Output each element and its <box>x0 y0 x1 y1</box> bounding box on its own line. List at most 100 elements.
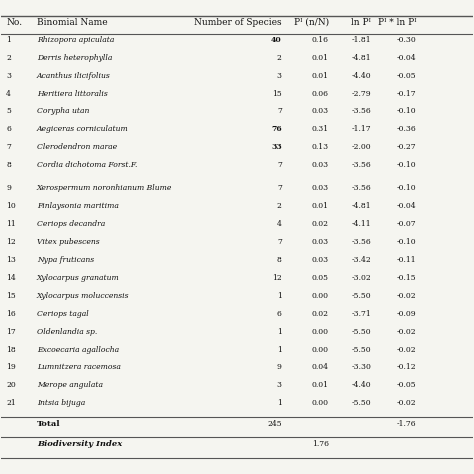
Text: -0.05: -0.05 <box>396 72 416 80</box>
Text: 0.02: 0.02 <box>312 220 329 228</box>
Text: -0.04: -0.04 <box>396 54 416 62</box>
Text: -2.79: -2.79 <box>352 90 371 98</box>
Text: -0.02: -0.02 <box>396 328 416 336</box>
Text: -0.02: -0.02 <box>396 292 416 300</box>
Text: 245: 245 <box>267 419 282 428</box>
Text: 3: 3 <box>277 382 282 389</box>
Text: -0.27: -0.27 <box>396 143 416 151</box>
Text: 13: 13 <box>6 256 16 264</box>
Text: 7: 7 <box>277 108 282 115</box>
Text: Ceriops decandra: Ceriops decandra <box>36 220 105 228</box>
Text: -0.17: -0.17 <box>396 90 416 98</box>
Text: -1.81: -1.81 <box>352 36 371 44</box>
Text: 7: 7 <box>6 143 11 151</box>
Text: 9: 9 <box>6 184 11 192</box>
Text: 6: 6 <box>277 310 282 318</box>
Text: Total: Total <box>36 419 60 428</box>
Text: 1: 1 <box>6 36 11 44</box>
Text: 17: 17 <box>6 328 16 336</box>
Text: 12: 12 <box>6 238 16 246</box>
Text: 76: 76 <box>271 125 282 133</box>
Text: Clerodendron marae: Clerodendron marae <box>36 143 117 151</box>
Text: -0.12: -0.12 <box>396 364 416 372</box>
Text: Merope angulata: Merope angulata <box>36 382 103 389</box>
Text: Finlaysonia maritima: Finlaysonia maritima <box>36 202 118 210</box>
Text: -0.05: -0.05 <box>396 382 416 389</box>
Text: No.: No. <box>6 18 22 27</box>
Text: Xylocarpus granatum: Xylocarpus granatum <box>36 274 119 282</box>
Text: -0.02: -0.02 <box>396 346 416 354</box>
Text: -3.71: -3.71 <box>352 310 371 318</box>
Text: 6: 6 <box>6 125 11 133</box>
Text: 0.01: 0.01 <box>312 72 329 80</box>
Text: 0.31: 0.31 <box>312 125 329 133</box>
Text: 0.03: 0.03 <box>312 238 329 246</box>
Text: 0.01: 0.01 <box>312 54 329 62</box>
Text: 7: 7 <box>277 161 282 169</box>
Text: -4.81: -4.81 <box>352 202 371 210</box>
Text: 40: 40 <box>271 36 282 44</box>
Text: Pᴵ * ln Pᴵ: Pᴵ * ln Pᴵ <box>378 18 416 27</box>
Text: -0.30: -0.30 <box>396 36 416 44</box>
Text: -4.81: -4.81 <box>352 54 371 62</box>
Text: -3.30: -3.30 <box>351 364 371 372</box>
Text: 7: 7 <box>277 184 282 192</box>
Text: 9: 9 <box>277 364 282 372</box>
Text: 0.16: 0.16 <box>312 36 329 44</box>
Text: Number of Species: Number of Species <box>194 18 282 27</box>
Text: 15: 15 <box>272 90 282 98</box>
Text: -0.10: -0.10 <box>396 184 416 192</box>
Text: 4: 4 <box>277 220 282 228</box>
Text: 0.03: 0.03 <box>312 161 329 169</box>
Text: -5.50: -5.50 <box>352 346 371 354</box>
Text: 0.00: 0.00 <box>312 292 329 300</box>
Text: 12: 12 <box>272 274 282 282</box>
Text: 19: 19 <box>6 364 16 372</box>
Text: -3.56: -3.56 <box>352 184 371 192</box>
Text: -3.02: -3.02 <box>352 274 371 282</box>
Text: Xerospermum noronhianum Blume: Xerospermum noronhianum Blume <box>36 184 172 192</box>
Text: -3.56: -3.56 <box>352 161 371 169</box>
Text: 15: 15 <box>6 292 16 300</box>
Text: 18: 18 <box>6 346 16 354</box>
Text: -4.40: -4.40 <box>352 72 371 80</box>
Text: Excoecaria agallocha: Excoecaria agallocha <box>36 346 119 354</box>
Text: -0.10: -0.10 <box>396 108 416 115</box>
Text: 5: 5 <box>6 108 11 115</box>
Text: 1: 1 <box>277 292 282 300</box>
Text: 20: 20 <box>6 382 16 389</box>
Text: 3: 3 <box>6 72 11 80</box>
Text: Binomial Name: Binomial Name <box>36 18 107 27</box>
Text: 2: 2 <box>6 54 11 62</box>
Text: -5.50: -5.50 <box>352 292 371 300</box>
Text: Aegiceras corniculatum: Aegiceras corniculatum <box>36 125 128 133</box>
Text: 0.04: 0.04 <box>312 364 329 372</box>
Text: Lumnitzera racemosa: Lumnitzera racemosa <box>36 364 120 372</box>
Text: 8: 8 <box>6 161 11 169</box>
Text: 0.00: 0.00 <box>312 399 329 407</box>
Text: Oldenlandia sp.: Oldenlandia sp. <box>36 328 97 336</box>
Text: 1: 1 <box>277 346 282 354</box>
Text: -3.56: -3.56 <box>352 108 371 115</box>
Text: -4.40: -4.40 <box>352 382 371 389</box>
Text: 0.13: 0.13 <box>312 143 329 151</box>
Text: 0.00: 0.00 <box>312 346 329 354</box>
Text: -0.15: -0.15 <box>396 274 416 282</box>
Text: -0.09: -0.09 <box>396 310 416 318</box>
Text: Intsia bijuga: Intsia bijuga <box>36 399 85 407</box>
Text: 2: 2 <box>277 54 282 62</box>
Text: 21: 21 <box>6 399 16 407</box>
Text: -0.10: -0.10 <box>396 238 416 246</box>
Text: 7: 7 <box>277 238 282 246</box>
Text: 0.02: 0.02 <box>312 310 329 318</box>
Text: Acanthus ilicifolius: Acanthus ilicifolius <box>36 72 110 80</box>
Text: -1.17: -1.17 <box>352 125 371 133</box>
Text: 4: 4 <box>6 90 11 98</box>
Text: -5.50: -5.50 <box>352 328 371 336</box>
Text: 16: 16 <box>6 310 16 318</box>
Text: Ceriops tagal: Ceriops tagal <box>36 310 89 318</box>
Text: 8: 8 <box>277 256 282 264</box>
Text: -1.76: -1.76 <box>396 419 416 428</box>
Text: 14: 14 <box>6 274 16 282</box>
Text: -0.36: -0.36 <box>396 125 416 133</box>
